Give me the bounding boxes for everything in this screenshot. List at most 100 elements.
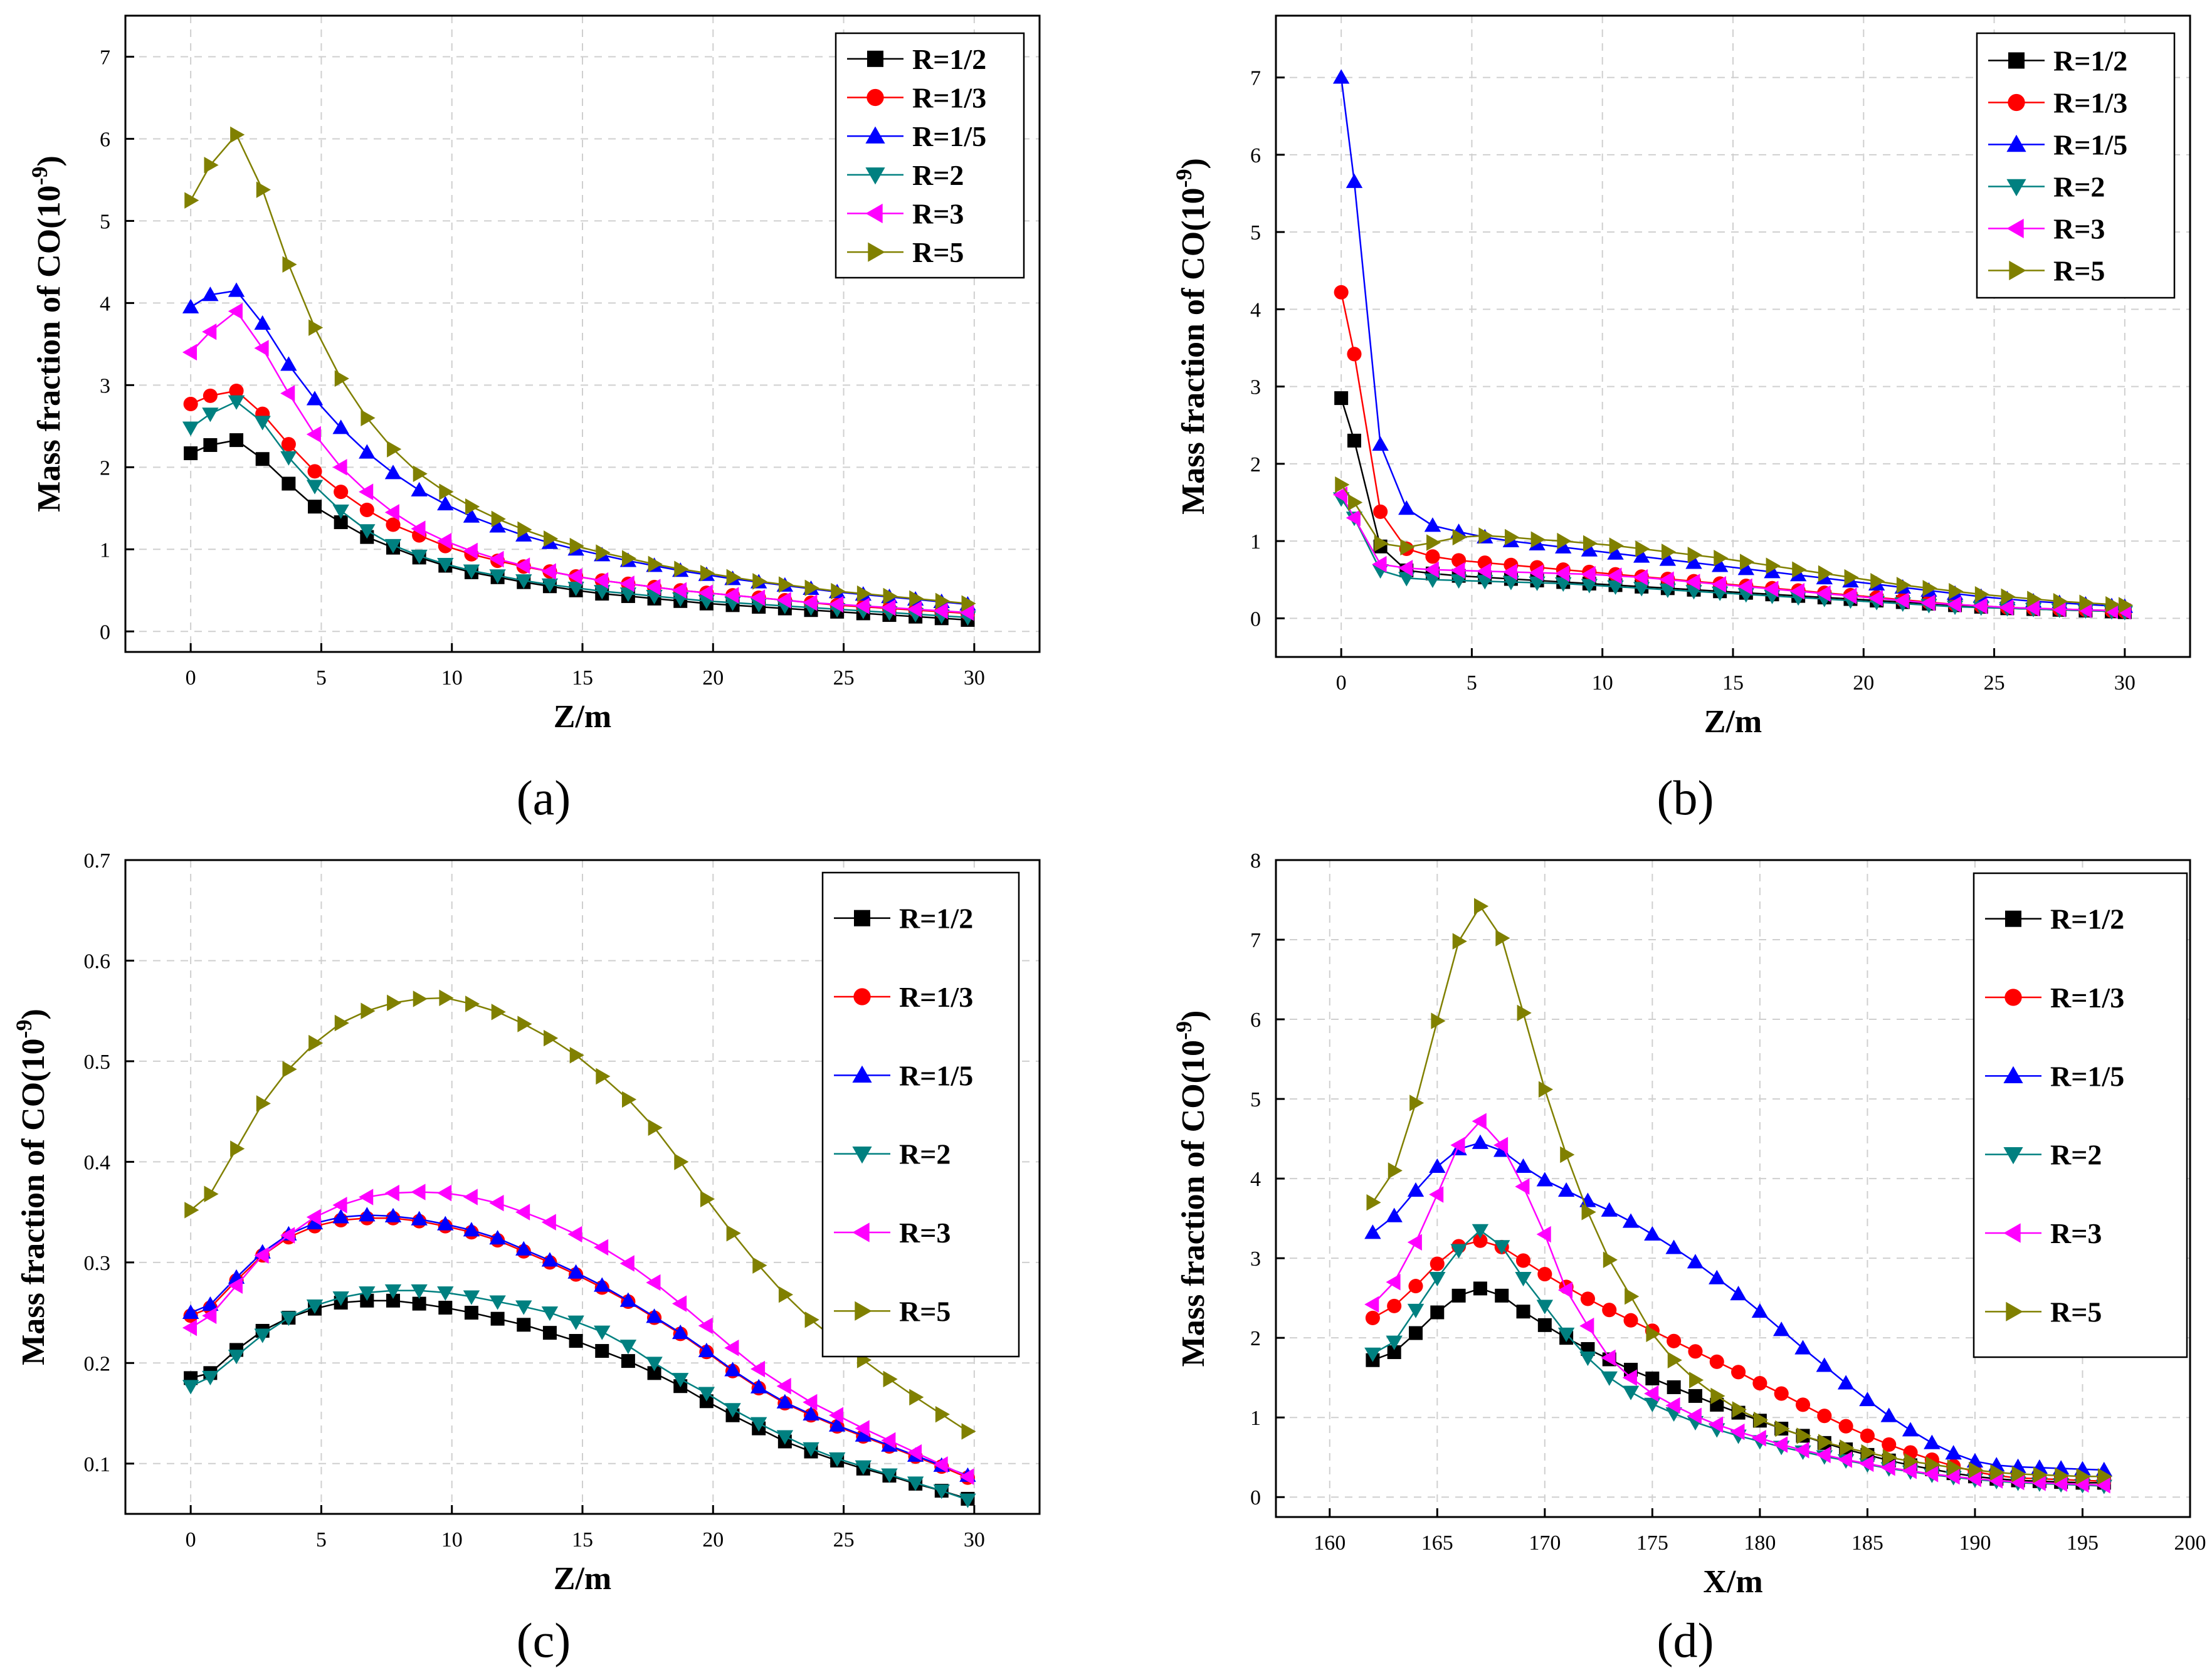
- data-point: [1387, 1345, 1401, 1360]
- y-axis-label: Mass fraction of CO(10-9): [11, 1009, 51, 1365]
- legend: R=1/2 R=1/3 R=1/5 R=2 R=3 R=5: [1973, 872, 2188, 1358]
- legend-label: R=2: [912, 159, 964, 191]
- data-point: [306, 1215, 324, 1230]
- data-point: [1665, 1239, 1682, 1254]
- data-point: [1366, 1194, 1381, 1211]
- data-point: [411, 549, 428, 564]
- data-point: [569, 537, 584, 555]
- data-point: [672, 582, 687, 599]
- data-point: [182, 421, 199, 436]
- data-point: [183, 396, 198, 412]
- data-point: [1516, 1305, 1530, 1319]
- data-point: [411, 481, 428, 496]
- legend-marker: [2003, 1223, 2021, 1243]
- data-point: [463, 1189, 478, 1205]
- data-point: [881, 1432, 896, 1449]
- x-axis-label: Z/m: [1704, 704, 1762, 740]
- y-axis-label-close: ): [31, 155, 67, 166]
- data-point: [384, 1184, 399, 1202]
- x-tick-label: 180: [1744, 1531, 1776, 1555]
- data-point: [596, 1068, 611, 1085]
- data-point: [672, 1373, 689, 1388]
- data-point: [182, 344, 198, 361]
- data-point: [306, 1209, 321, 1226]
- data-point: [750, 1417, 767, 1432]
- data-point: [282, 1061, 297, 1078]
- data-point: [1555, 565, 1570, 582]
- data-point: [1623, 1313, 1638, 1328]
- x-tick-label: 5: [316, 1528, 327, 1551]
- x-tick-label: 200: [2174, 1531, 2206, 1555]
- data-point: [332, 1197, 347, 1214]
- data-point: [332, 419, 349, 434]
- data-point: [1816, 585, 1831, 602]
- data-point: [594, 1277, 611, 1292]
- data-point: [203, 438, 218, 452]
- data-point: [1581, 1204, 1596, 1221]
- data-point: [1579, 1317, 1594, 1335]
- data-point: [1751, 1303, 1769, 1318]
- data-point: [439, 483, 454, 500]
- x-tick-label: 5: [1467, 671, 1477, 695]
- data-point: [1515, 1178, 1530, 1195]
- data-point: [489, 550, 504, 568]
- data-point: [489, 1194, 504, 1212]
- data-point: [776, 592, 791, 609]
- data-point: [1474, 898, 1489, 915]
- data-point: [1537, 1267, 1552, 1282]
- data-point: [1924, 1466, 1939, 1483]
- y-tick-label: 8: [1250, 849, 1261, 873]
- data-point: [1772, 1436, 1788, 1453]
- data-point: [1633, 569, 1648, 586]
- data-point: [359, 1286, 376, 1301]
- data-point: [1398, 500, 1415, 515]
- data-point: [1880, 1407, 1897, 1422]
- legend-label: R=5: [2050, 1296, 2102, 1328]
- data-point: [907, 1444, 922, 1461]
- data-point: [280, 356, 297, 371]
- data-point: [515, 1204, 530, 1221]
- y-tick-label: 0.2: [84, 1352, 111, 1375]
- data-point: [254, 416, 271, 431]
- data-point: [182, 1380, 199, 1395]
- data-point: [1838, 1419, 1853, 1434]
- data-point: [228, 282, 245, 297]
- data-point: [541, 1252, 559, 1267]
- data-point: [437, 557, 454, 573]
- data-point: [1711, 557, 1729, 572]
- data-point: [724, 587, 739, 604]
- y-tick-label: 0: [1250, 1486, 1261, 1509]
- series-R=5: [1366, 898, 2112, 1485]
- data-point: [1372, 436, 1389, 451]
- data-point: [202, 1370, 219, 1385]
- data-point: [465, 498, 480, 515]
- y-tick-label: 1: [1250, 530, 1261, 554]
- legend-label: R=3: [2050, 1217, 2102, 1249]
- caption-b: (b): [1657, 770, 1714, 825]
- data-point: [595, 1344, 609, 1358]
- data-point: [646, 579, 661, 596]
- data-point: [828, 1417, 846, 1432]
- data-point: [1332, 69, 1350, 84]
- data-point: [1602, 1303, 1617, 1318]
- data-point: [1473, 1281, 1487, 1296]
- legend-marker: [2008, 52, 2025, 69]
- data-point: [1775, 1420, 1790, 1437]
- data-point: [1472, 1113, 1487, 1130]
- data-point: [1894, 592, 1909, 609]
- legend-label: R=1/5: [912, 120, 986, 152]
- y-tick-label: 7: [1250, 929, 1261, 952]
- series-R=1/5: [1364, 1134, 2112, 1476]
- data-point: [1730, 1423, 1745, 1441]
- data-point: [1730, 1286, 1747, 1301]
- data-point: [544, 530, 559, 547]
- legend-label: R=5: [912, 236, 964, 268]
- data-point: [515, 557, 530, 574]
- data-point: [334, 370, 349, 387]
- legend-label: R=1/5: [899, 1059, 973, 1091]
- data-point: [1753, 1411, 1769, 1429]
- data-point: [437, 532, 452, 550]
- data-point: [1840, 1439, 1855, 1456]
- data-point: [1609, 537, 1624, 554]
- data-point: [541, 1214, 556, 1231]
